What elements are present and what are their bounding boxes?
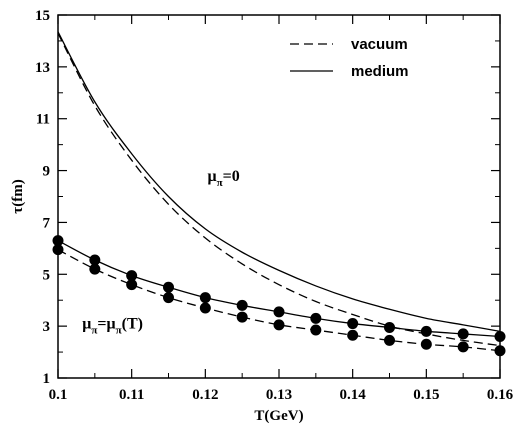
- data-point-mu-t-vacuum: [384, 334, 395, 346]
- annotation-subscript: π: [217, 177, 223, 189]
- x-tick-label: 0.16: [487, 387, 514, 403]
- y-tick-label: 1: [43, 371, 51, 387]
- series-line-vacuum: [57, 32, 501, 347]
- y-tick-label: 13: [35, 60, 50, 76]
- data-point-mu-t-vacuum: [163, 292, 174, 304]
- y-tick-label: 9: [43, 164, 51, 180]
- series-line-medium: [57, 31, 501, 332]
- annotation-text: =μ: [97, 316, 115, 333]
- data-point-mu-t-medium: [347, 318, 359, 330]
- annotation-text: =0: [223, 168, 240, 185]
- data-point-mu-t-medium: [494, 331, 506, 343]
- series-group: [52, 31, 506, 357]
- data-point-mu-t-medium: [310, 312, 322, 324]
- y-axis-title: τ(fm): [10, 179, 26, 213]
- data-point-mu-t-vacuum: [310, 324, 322, 336]
- data-point-mu-t-medium: [199, 292, 211, 304]
- x-tick-label: 0.13: [266, 387, 292, 403]
- x-tick-label: 0.12: [192, 387, 218, 403]
- data-point-mu-t-medium: [273, 306, 285, 318]
- labels-group: 0.1 0.11 0.12 0.13 0.14 0.15 0.1613579111315T(…: [10, 8, 514, 424]
- data-point-mu-t-vacuum: [347, 329, 359, 341]
- data-point-mu-t-medium: [163, 281, 174, 293]
- data-point-mu-t-vacuum: [273, 319, 285, 331]
- legend-label-medium: medium: [351, 63, 409, 80]
- y-tick-label: 5: [43, 267, 51, 283]
- data-point-mu-t-medium: [52, 235, 64, 247]
- legend-label-vacuum: vacuum: [351, 36, 408, 53]
- annotation-text: μ: [82, 316, 91, 333]
- curve-annotation: μπ=0: [208, 168, 240, 189]
- axis-ticks-group: [57, 14, 501, 379]
- data-point-mu-t-medium: [457, 328, 469, 340]
- x-tick-label: 0.1: [49, 387, 68, 403]
- x-axis-title: T(GeV): [254, 408, 303, 424]
- data-point-mu-t-medium: [384, 321, 395, 333]
- annotation-subscript: π: [91, 325, 97, 337]
- data-point-mu-t-medium: [89, 254, 101, 266]
- data-point-mu-t-medium: [126, 270, 138, 282]
- data-point-mu-t-vacuum: [199, 302, 211, 314]
- data-point-mu-t-vacuum: [126, 279, 138, 291]
- annotation-text: μ: [208, 168, 217, 185]
- x-tick-label: 0.14: [340, 387, 367, 403]
- x-tick-label: 0.11: [119, 387, 144, 403]
- data-point-mu-t-vacuum: [494, 345, 506, 357]
- y-tick-label: 11: [36, 112, 50, 128]
- y-tick-label: 15: [35, 8, 50, 24]
- data-point-mu-t-vacuum: [52, 244, 64, 256]
- data-point-mu-t-vacuum: [420, 338, 432, 350]
- data-point-mu-t-vacuum: [236, 311, 248, 323]
- data-point-mu-t-vacuum: [89, 263, 101, 275]
- x-tick-label: 0.15: [413, 387, 439, 403]
- annotation-text: (T): [122, 316, 143, 333]
- data-point-mu-t-medium: [236, 299, 248, 311]
- y-tick-label: 7: [43, 215, 51, 231]
- y-tick-label: 3: [43, 319, 51, 335]
- data-point-mu-t-medium: [420, 325, 432, 337]
- annotation-subscript: π: [116, 325, 122, 337]
- curve-annotation: μπ=μπ(T): [82, 316, 143, 337]
- data-point-mu-t-vacuum: [457, 341, 469, 353]
